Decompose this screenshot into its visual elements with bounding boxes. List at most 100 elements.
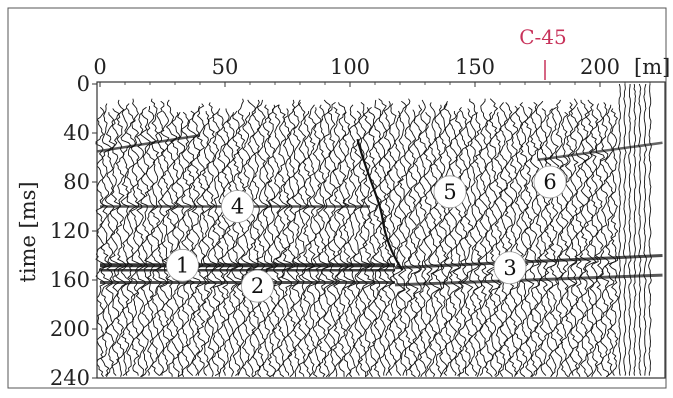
seismic-trace (342, 111, 355, 378)
reflector-band (97, 134, 201, 153)
seismic-trace (115, 99, 127, 377)
seismic-trace (412, 104, 423, 378)
seismic-trace (281, 108, 294, 376)
y-axis-tick-label: 120 (50, 219, 90, 243)
seismic-trace (336, 102, 349, 377)
callout-circle (533, 165, 567, 199)
seismic-trace (452, 110, 463, 376)
reflector-band (394, 254, 663, 270)
callout-label: 2 (251, 274, 264, 298)
seismic-trace (478, 98, 489, 376)
seismic-trace (472, 112, 483, 378)
seismic-trace (648, 83, 652, 376)
seismic-trace (617, 83, 622, 376)
seismic-trace (407, 109, 422, 378)
seismic-trace (149, 98, 162, 376)
callout-label: 1 (176, 253, 189, 277)
location-marker: C-45 (519, 25, 567, 80)
seismic-trace (627, 83, 632, 376)
seismic-trace (428, 102, 441, 377)
seismic-trace (574, 107, 587, 377)
seismic-trace (347, 104, 357, 378)
reflector-band (537, 141, 663, 162)
seismic-trace (216, 112, 228, 377)
callout-circle (493, 251, 527, 285)
seismic-trace (194, 103, 207, 376)
seismic-traces (95, 83, 652, 378)
seismic-trace (265, 104, 278, 378)
seismic-trace (296, 102, 308, 377)
seismic-trace (519, 102, 529, 378)
seismic-trace (608, 108, 619, 376)
seismic-trace (186, 110, 198, 376)
x-axis-unit: [m] (634, 55, 670, 79)
seismic-trace (312, 107, 324, 378)
seismic-trace (181, 111, 192, 377)
x-axis: 0 50 100 150 200 (93, 55, 651, 87)
seismic-trace (120, 103, 132, 376)
y-axis-title: time [ms] (16, 181, 40, 282)
seismic-trace (104, 112, 115, 377)
seismic-trace (498, 102, 509, 378)
seismic-trace (201, 110, 213, 376)
y-axis: 0 40 80 120 160 200 240 (50, 72, 97, 390)
marker-label: C-45 (519, 25, 567, 49)
seismic-trace (260, 104, 274, 378)
seismic-trace (245, 99, 260, 377)
seismic-trace (220, 108, 232, 376)
seismic-trace (211, 108, 223, 376)
seismic-trace (512, 107, 524, 377)
seismic-trace (367, 106, 378, 378)
seismic-trace (623, 83, 627, 376)
callout-circle (241, 269, 274, 303)
y-axis-tick-label: 240 (50, 366, 90, 390)
callout-label: 4 (231, 195, 244, 219)
seismic-trace (569, 98, 579, 376)
seismic-trace (321, 99, 335, 378)
seismic-trace (589, 109, 599, 377)
seismic-trace (164, 99, 178, 377)
seismic-trace (231, 110, 244, 376)
seismic-trace (554, 99, 564, 377)
seismic-trace (493, 112, 504, 378)
seismic-trace (125, 108, 138, 376)
seismic-trace (286, 99, 299, 378)
seismic-trace (332, 106, 344, 377)
y-axis-tick-label: 80 (63, 170, 90, 194)
seismic-trace (301, 110, 316, 376)
callout-circle (433, 175, 467, 209)
seismic-trace (226, 112, 238, 377)
seismic-trace (523, 106, 535, 378)
seismic-trace (633, 83, 637, 376)
seismic-trace (529, 102, 540, 378)
seismic-trace (564, 102, 578, 377)
seismic-trace (377, 98, 390, 376)
seismic-trace (579, 99, 592, 377)
seismic-trace (372, 99, 385, 378)
seismic-trace (255, 99, 269, 378)
x-axis-tick-label: 200 (580, 55, 620, 79)
seismic-trace (643, 83, 647, 376)
seismic-trace (599, 102, 610, 378)
callout-circle (166, 248, 199, 282)
seismic-trace (352, 110, 364, 376)
seismic-trace (484, 111, 497, 378)
seismic-trace (438, 103, 448, 376)
callout-label: 3 (503, 256, 516, 280)
reflection-events (97, 134, 663, 287)
x-axis-tick-label: 150 (455, 55, 495, 79)
seismic-trace (538, 108, 549, 376)
y-axis-tick-label: 0 (77, 72, 90, 96)
seismic-trace (638, 83, 642, 376)
seismic-trace (448, 111, 461, 376)
seismic-trace (462, 108, 474, 376)
seismic-trace (109, 108, 122, 376)
reflector-band (394, 273, 663, 287)
seismic-trace (441, 101, 453, 376)
seismic-trace (306, 104, 318, 378)
seismic-trace (356, 102, 371, 377)
seismic-trace (241, 112, 254, 378)
callout-circle (221, 190, 254, 223)
seismic-trace (139, 106, 151, 378)
